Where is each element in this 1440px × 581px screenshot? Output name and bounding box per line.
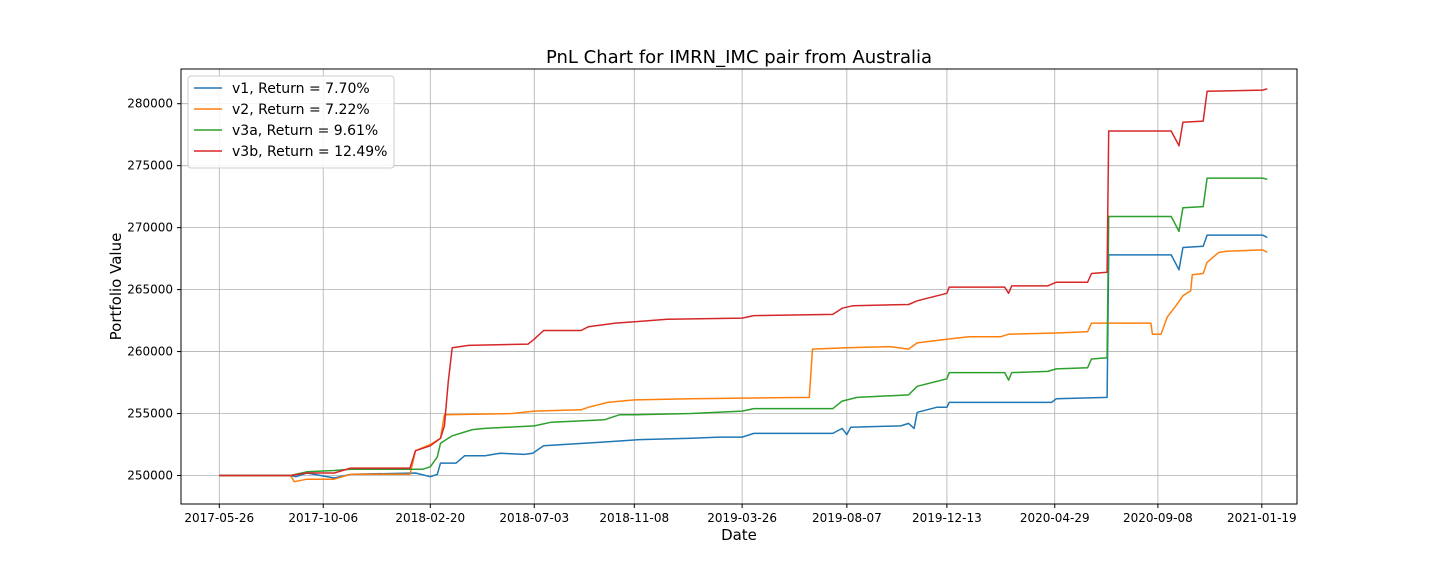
y-tick-label: 260000 xyxy=(127,345,173,359)
x-tick-label: 2017-10-06 xyxy=(288,511,358,525)
y-tick-label: 250000 xyxy=(127,468,173,482)
x-tick-label: 2019-08-07 xyxy=(812,511,882,525)
series-line-4 xyxy=(219,88,1268,477)
legend-label-3: v3a, Return = 9.61% xyxy=(232,123,378,139)
legend-label-4: v3b, Return = 12.49% xyxy=(232,144,387,160)
x-axis-title: Date xyxy=(721,526,757,544)
x-tick-label: 2021-01-19 xyxy=(1227,511,1297,525)
legend-label-2: v2, Return = 7.22% xyxy=(232,102,370,118)
x-tick-label: 2018-07-03 xyxy=(499,511,569,525)
x-tick-label: 2018-11-08 xyxy=(599,511,669,525)
legend-box xyxy=(187,75,395,169)
x-tick-label: 2019-03-26 xyxy=(707,511,777,525)
tick-layer: 2017-05-26 2017-10-06 2018-02-20 2018-07-03… xyxy=(127,97,1297,525)
x-tick-label: 2020-09-08 xyxy=(1123,511,1193,525)
y-tick-label: 270000 xyxy=(127,221,173,235)
y-tick-label: 275000 xyxy=(127,159,173,173)
y-tick-label: 265000 xyxy=(127,283,173,297)
y-axis-title: Portfolio Value xyxy=(107,233,125,341)
x-tick-label: 2018-02-20 xyxy=(395,511,465,525)
legend: v1, Return = 7.70% v2, Return = 7.22% v3a,… xyxy=(187,75,395,169)
grid-layer xyxy=(181,69,1297,504)
chart-title: PnL Chart for IMRN_IMC pair from Austral… xyxy=(546,47,932,68)
legend-label-1: v1, Return = 7.70% xyxy=(232,81,370,97)
x-tick-label: 2017-05-26 xyxy=(184,511,254,525)
x-tick-label: 2020-04-29 xyxy=(1020,511,1090,525)
series-line-3 xyxy=(219,177,1268,477)
plot-area-frame xyxy=(180,68,1298,505)
y-tick-label: 255000 xyxy=(127,407,173,421)
y-tick-label: 280000 xyxy=(127,97,173,111)
x-tick-label: 2019-12-13 xyxy=(912,511,982,525)
series-layer xyxy=(219,88,1268,483)
